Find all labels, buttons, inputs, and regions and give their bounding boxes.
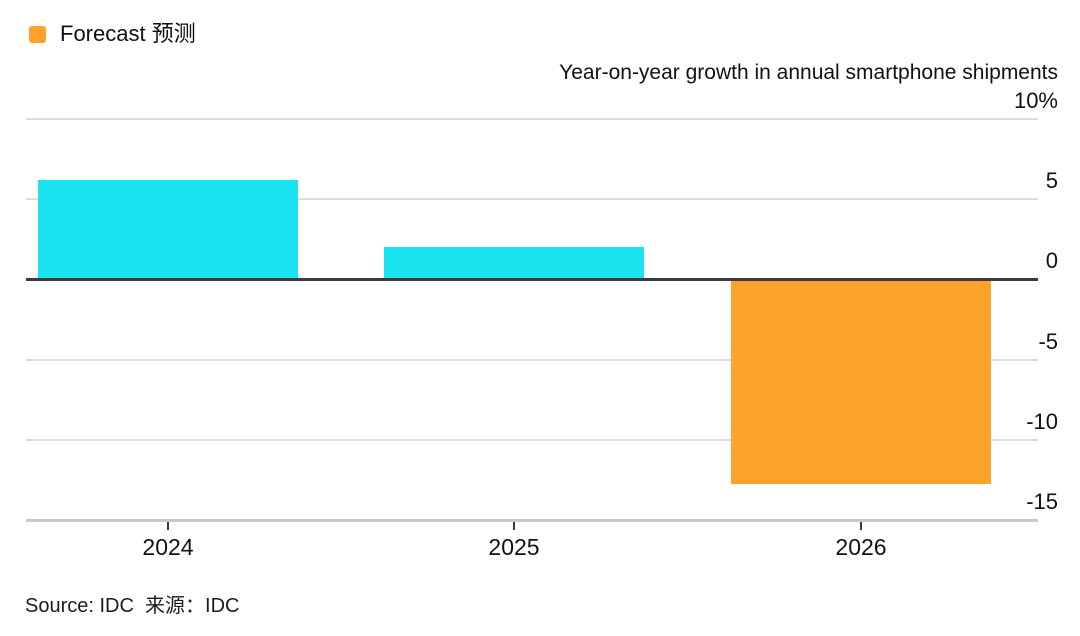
x-axis-tick-mark	[167, 522, 169, 530]
gridline	[26, 359, 1038, 361]
forecast-legend-swatch-icon	[29, 25, 46, 43]
zero-baseline	[26, 278, 1038, 281]
y-axis-tick-label: 10%	[1013, 88, 1058, 113]
bar-2026-forecast	[731, 279, 991, 484]
x-axis-line	[26, 519, 1038, 522]
gridline	[26, 439, 1038, 441]
x-axis-tick-mark	[860, 522, 862, 530]
x-axis-tick-label: 2026	[835, 534, 887, 560]
x-axis-tick-label: 2024	[142, 534, 194, 560]
source-note: Source: IDC 来源：IDC	[25, 595, 240, 617]
forecast-legend-label: Forecast 预测	[60, 21, 196, 46]
y-axis-tick-label: -15	[1026, 489, 1058, 514]
y-axis-tick-label: -10	[1026, 409, 1058, 434]
x-axis-tick-mark	[513, 522, 515, 530]
bar-2025	[384, 247, 644, 279]
gridline	[26, 118, 1038, 120]
legend: Forecast 预测	[29, 22, 196, 46]
bar-2024	[38, 180, 298, 279]
y-axis-tick-label: 0	[1045, 248, 1058, 273]
chart-title: Year-on-year growth in annual smartphone…	[559, 61, 1058, 84]
y-axis-tick-label: 5	[1045, 168, 1058, 193]
gridline	[26, 198, 1038, 200]
x-axis-tick-label: 2025	[488, 534, 540, 560]
y-axis-tick-label: -5	[1038, 329, 1058, 354]
